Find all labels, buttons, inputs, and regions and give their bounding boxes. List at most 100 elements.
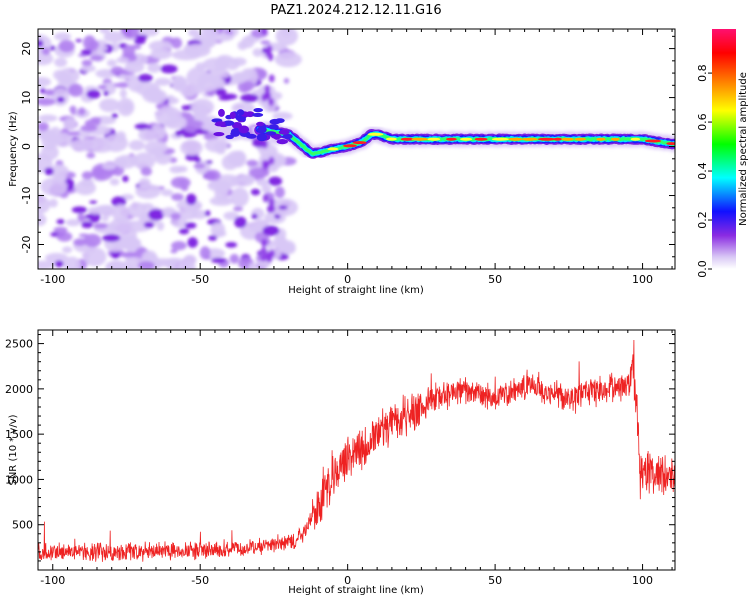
noise-blobs: [38, 29, 302, 269]
noise-blob: [216, 54, 233, 64]
noise-blob: [150, 48, 173, 60]
noise-blob: [74, 180, 97, 196]
spectrogram-x-tick-label: 50: [488, 273, 502, 286]
noise-blob: [209, 196, 234, 206]
noise-blob: [103, 134, 128, 152]
ridge-hotspot: [327, 147, 339, 151]
ridge-hotspot: [644, 139, 662, 143]
noise-blob: [81, 171, 94, 180]
noise-blob: [197, 72, 218, 93]
noise-blob: [97, 45, 108, 52]
noise-blob: [80, 124, 98, 132]
noise-blob: [125, 264, 134, 269]
noise-blob: [89, 200, 98, 204]
noise-blob: [111, 196, 127, 208]
noise-blob: [38, 196, 51, 214]
noise-blob: [68, 83, 84, 97]
noise-blob: [138, 29, 159, 37]
noise-blob: [89, 55, 104, 61]
noise-blob: [242, 81, 255, 91]
spectrogram-y-axis-label: Frequency (Hz): [8, 111, 19, 187]
snr-axes: -100 -50 0 50 100 500 1000 1500 2000 2500: [5, 330, 675, 587]
noise-blob: [38, 76, 52, 87]
noise-blob: [53, 32, 72, 41]
ridge-hotspot: [574, 137, 586, 141]
noise-blob: [192, 103, 209, 118]
noise-blob: [44, 252, 69, 263]
noise-blob: [191, 209, 208, 220]
noise-blob: [97, 84, 107, 90]
ridge-hotspot: [630, 137, 641, 141]
noise-streak-blob: [261, 140, 268, 149]
snr-frame: [37, 329, 676, 571]
noise-blob: [181, 105, 191, 111]
ridge-hotspot: [474, 137, 488, 141]
noise-blob: [117, 97, 135, 117]
noise-blob: [38, 39, 44, 48]
noise-blob: [40, 144, 59, 161]
noise-blob: [140, 166, 152, 176]
ridge-hotspot: [666, 142, 675, 146]
ridge-blob: [245, 133, 257, 139]
noise-blob: [124, 61, 145, 73]
noise-blob: [178, 228, 190, 235]
noise-blob: [234, 216, 247, 229]
noise-blob: [122, 44, 136, 59]
noise-blob: [50, 45, 56, 51]
ridge-hotspot: [460, 137, 473, 141]
spectrogram-y-tick-label: 10: [20, 91, 33, 105]
ridge-hotspot: [596, 137, 606, 141]
noise-blob: [87, 206, 105, 215]
noise-blob: [133, 152, 156, 170]
spectrogram-x-tick-label: 0: [344, 273, 351, 286]
noise-blob: [58, 67, 80, 84]
noise-streak-blob: [261, 239, 268, 248]
noise-blob: [230, 187, 249, 208]
ridge-blob: [218, 108, 225, 117]
noise-blob: [215, 73, 230, 78]
noise-blob: [147, 62, 161, 73]
spectrogram-x-axis-label: Height of straight line (km): [288, 285, 424, 296]
noise-blob: [78, 107, 86, 116]
noise-blob: [81, 59, 93, 67]
noise-blob: [215, 88, 227, 97]
noise-blob: [187, 237, 198, 248]
noise-blob: [278, 205, 288, 210]
noise-blob: [102, 234, 121, 242]
noise-blob: [135, 183, 161, 199]
noise-blob: [53, 173, 67, 182]
noise-streak-blob: [264, 85, 271, 94]
noise-blob: [129, 155, 139, 166]
noise-blob: [127, 202, 148, 218]
colorbar-gradient: [712, 29, 736, 269]
noise-blob: [56, 231, 73, 242]
noise-blob: [184, 222, 197, 229]
noise-blob: [116, 82, 130, 89]
ridge-blob: [256, 121, 265, 127]
ridge-hotspot: [553, 137, 562, 141]
noise-blob: [239, 174, 256, 184]
noise-blob: [73, 238, 87, 247]
noise-blob: [63, 256, 81, 269]
noise-blob: [103, 90, 109, 97]
colorbar-tick-label: 0.6: [696, 113, 709, 130]
noise-blob: [179, 84, 198, 98]
noise-blob: [160, 189, 174, 197]
snr-line-area: [38, 339, 675, 562]
noise-blob: [170, 212, 181, 220]
noise-blob: [83, 233, 102, 248]
noise-blob: [206, 160, 213, 164]
noise-streak-blob: [268, 156, 275, 165]
spectrogram-image: [38, 29, 675, 269]
noise-blob: [138, 128, 157, 142]
noise-blob: [143, 221, 155, 229]
noise-blob: [204, 169, 221, 181]
noise-blob: [185, 193, 197, 206]
noise-blob: [208, 235, 218, 241]
noise-blob: [170, 37, 183, 49]
noise-blob: [167, 258, 185, 269]
noise-blob: [56, 219, 65, 225]
ridge-blob: [231, 121, 242, 129]
snr-x-tick-label: 100: [632, 574, 653, 587]
noise-blob: [154, 77, 172, 86]
